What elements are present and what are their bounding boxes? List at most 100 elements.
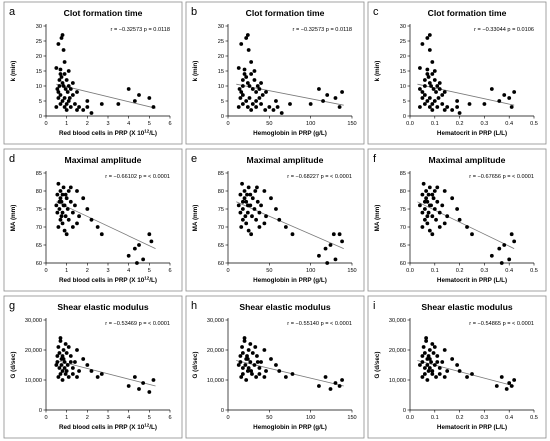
x-tick-label: 100 bbox=[306, 415, 315, 421]
x-tick-label: 5 bbox=[148, 415, 151, 421]
data-point bbox=[254, 217, 259, 222]
data-point bbox=[62, 60, 67, 64]
data-point bbox=[425, 363, 430, 367]
x-tick-label: 0.4 bbox=[505, 121, 513, 127]
y-tick-label: 80 bbox=[36, 189, 42, 195]
data-point bbox=[427, 228, 432, 233]
data-point bbox=[73, 203, 77, 208]
data-point bbox=[250, 196, 255, 201]
data-point bbox=[422, 199, 427, 204]
data-point bbox=[57, 84, 62, 88]
panel-letter: i bbox=[373, 300, 375, 312]
data-point bbox=[435, 105, 440, 109]
data-point bbox=[264, 90, 268, 94]
data-point bbox=[99, 372, 104, 376]
data-point bbox=[65, 363, 70, 367]
data-point bbox=[60, 99, 65, 103]
y-tick-label: 10 bbox=[400, 84, 406, 90]
data-point bbox=[137, 243, 141, 247]
data-point bbox=[426, 354, 431, 358]
data-point bbox=[425, 214, 430, 219]
y-tick-label: 65 bbox=[400, 243, 406, 249]
data-point bbox=[259, 360, 263, 364]
data-point bbox=[420, 354, 425, 358]
data-point bbox=[435, 185, 440, 190]
data-point bbox=[68, 354, 73, 358]
chart-title: Clot formation time bbox=[428, 8, 507, 18]
data-point bbox=[259, 203, 263, 208]
data-point bbox=[70, 81, 75, 85]
data-point bbox=[269, 196, 273, 201]
data-point bbox=[63, 87, 68, 91]
data-point bbox=[426, 192, 431, 197]
y-tick-label: 0 bbox=[221, 114, 224, 120]
data-point bbox=[66, 217, 71, 222]
data-point bbox=[467, 102, 472, 106]
data-point bbox=[262, 375, 267, 379]
data-point bbox=[426, 210, 431, 215]
data-point bbox=[60, 210, 65, 215]
data-point bbox=[137, 387, 141, 391]
y-tick-label: 60 bbox=[36, 261, 42, 267]
data-point bbox=[465, 375, 469, 379]
data-point bbox=[58, 196, 63, 201]
data-point bbox=[240, 102, 245, 106]
data-point bbox=[245, 369, 250, 373]
data-point bbox=[499, 375, 504, 379]
y-tick-label: 75 bbox=[36, 207, 42, 213]
data-point bbox=[250, 87, 255, 91]
x-tick-label: 3 bbox=[106, 268, 109, 274]
data-point bbox=[57, 366, 62, 370]
panel-frame bbox=[3, 295, 183, 439]
data-point bbox=[75, 221, 79, 226]
x-tick-label: 0.1 bbox=[431, 415, 439, 421]
data-point bbox=[274, 207, 278, 211]
data-point bbox=[507, 257, 512, 262]
data-point bbox=[437, 366, 442, 370]
data-point bbox=[54, 363, 59, 367]
x-tick-label: 4 bbox=[127, 268, 130, 274]
data-point bbox=[244, 99, 249, 103]
trend-line bbox=[56, 360, 156, 387]
y-tick-label: 70 bbox=[218, 225, 224, 231]
data-point bbox=[59, 75, 64, 79]
data-point bbox=[246, 348, 251, 352]
data-point bbox=[240, 366, 245, 370]
panel-d: d Maximal amplitude r = −0.66102 p = < 0.0… bbox=[3, 148, 183, 292]
data-point bbox=[57, 351, 62, 355]
data-point bbox=[75, 348, 79, 352]
data-point bbox=[427, 96, 432, 100]
x-tick-label: 0.0 bbox=[406, 268, 414, 274]
data-point bbox=[489, 253, 494, 258]
panel-i: i Shear elastic modulus r = −0.54865 p = <… bbox=[367, 295, 547, 439]
data-point bbox=[422, 78, 427, 82]
data-point bbox=[147, 390, 152, 394]
y-tick-label: 65 bbox=[218, 243, 224, 249]
data-point bbox=[244, 75, 249, 79]
panel-h: h Shear elastic modulus r = −0.55140 p = <… bbox=[185, 295, 365, 439]
data-point bbox=[64, 108, 69, 112]
x-tick-label: 5 bbox=[148, 121, 151, 127]
data-point bbox=[243, 214, 248, 219]
data-point bbox=[512, 90, 517, 94]
data-point bbox=[63, 214, 68, 219]
data-point bbox=[239, 375, 244, 379]
y-tick-label: 25 bbox=[36, 39, 42, 45]
data-point bbox=[279, 111, 284, 115]
x-tick-label: 4 bbox=[127, 121, 130, 127]
y-tick-label: 60 bbox=[218, 261, 224, 267]
y-axis-title: G (d/sec) bbox=[374, 352, 381, 379]
data-point bbox=[437, 210, 442, 215]
data-point bbox=[432, 207, 437, 211]
data-point bbox=[425, 221, 430, 226]
data-point bbox=[64, 196, 69, 201]
data-point bbox=[66, 375, 71, 379]
data-point bbox=[236, 363, 241, 367]
y-tick-label: 0 bbox=[39, 114, 42, 120]
chart-title: Shear elastic modulus bbox=[57, 302, 148, 312]
data-point bbox=[427, 48, 432, 52]
chart-title: Shear elastic modulus bbox=[421, 302, 512, 312]
data-point bbox=[430, 232, 435, 237]
data-point bbox=[65, 207, 70, 211]
x-tick-label: 1 bbox=[65, 415, 68, 421]
